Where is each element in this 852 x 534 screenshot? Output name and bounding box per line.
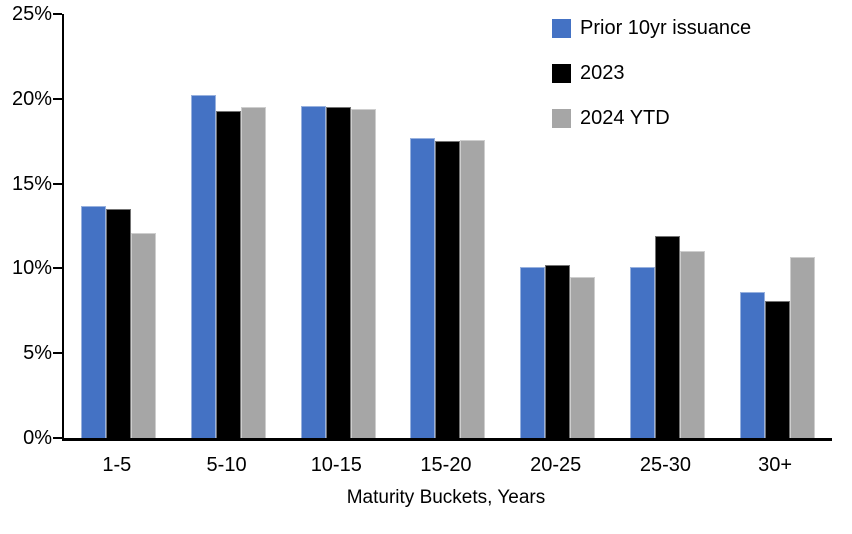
bar	[81, 205, 107, 438]
legend-label: Prior 10yr issuance	[580, 17, 752, 39]
legend: Prior 10yr issuance 2023 2024 YTD	[552, 18, 751, 153]
bar	[216, 110, 242, 438]
y-tick-label: 10%	[11, 257, 52, 280]
y-tick	[53, 437, 62, 439]
legend-marker	[552, 19, 571, 38]
bar	[435, 141, 461, 438]
y-tick	[53, 13, 62, 15]
x-tick-label: 20-25	[530, 454, 582, 476]
bar	[739, 292, 765, 438]
bar	[679, 251, 705, 438]
legend-item: Prior 10yr issuance	[552, 18, 751, 39]
bar-group	[613, 236, 723, 438]
bar	[131, 232, 157, 438]
legend-item: 2023	[552, 63, 751, 84]
bar	[629, 266, 655, 438]
legend-label: 2024 YTD	[580, 107, 670, 129]
bar-group	[722, 256, 832, 438]
bar	[520, 266, 546, 438]
bar	[789, 256, 815, 438]
bar-group	[64, 205, 174, 438]
bar-group	[393, 137, 503, 438]
bar	[460, 139, 486, 438]
x-axis-title: Maturity Buckets, Years	[346, 487, 546, 508]
y-tick-label: 5%	[23, 342, 52, 365]
bar-group	[503, 265, 613, 438]
y-tick-label: 0%	[23, 427, 52, 449]
bar	[300, 105, 326, 438]
bar	[191, 95, 217, 438]
bar	[764, 300, 790, 438]
bar	[410, 137, 436, 438]
bar	[545, 265, 571, 438]
bar	[325, 107, 351, 438]
legend-marker	[552, 64, 571, 83]
y-tick	[53, 352, 62, 355]
bar	[654, 236, 680, 438]
legend-item: 2024 YTD	[552, 108, 751, 129]
x-tick-label: 25-30	[639, 454, 691, 476]
bar-group	[283, 105, 393, 438]
y-tick	[53, 182, 62, 185]
x-tick-label: 15-20	[420, 454, 472, 476]
y-tick	[53, 97, 62, 100]
y-tick-label: 20%	[11, 87, 52, 110]
bar	[350, 108, 376, 438]
bar	[241, 107, 267, 438]
x-tick-label: 10-15	[310, 454, 362, 476]
legend-marker	[552, 109, 571, 128]
bar	[570, 276, 596, 438]
x-tick-label: 5-10	[206, 454, 247, 476]
bar	[106, 209, 132, 438]
y-tick	[53, 267, 62, 270]
x-tick-label: 30+	[758, 454, 793, 476]
y-tick-label: 25%	[11, 3, 52, 25]
x-tick-label: 1-5	[102, 454, 132, 476]
plot-area: 0% 5% 10% 15% 20% 25%	[12, 3, 832, 449]
bar-group	[174, 95, 284, 438]
legend-label: 2023	[580, 62, 625, 84]
y-tick-label: 15%	[11, 172, 52, 195]
